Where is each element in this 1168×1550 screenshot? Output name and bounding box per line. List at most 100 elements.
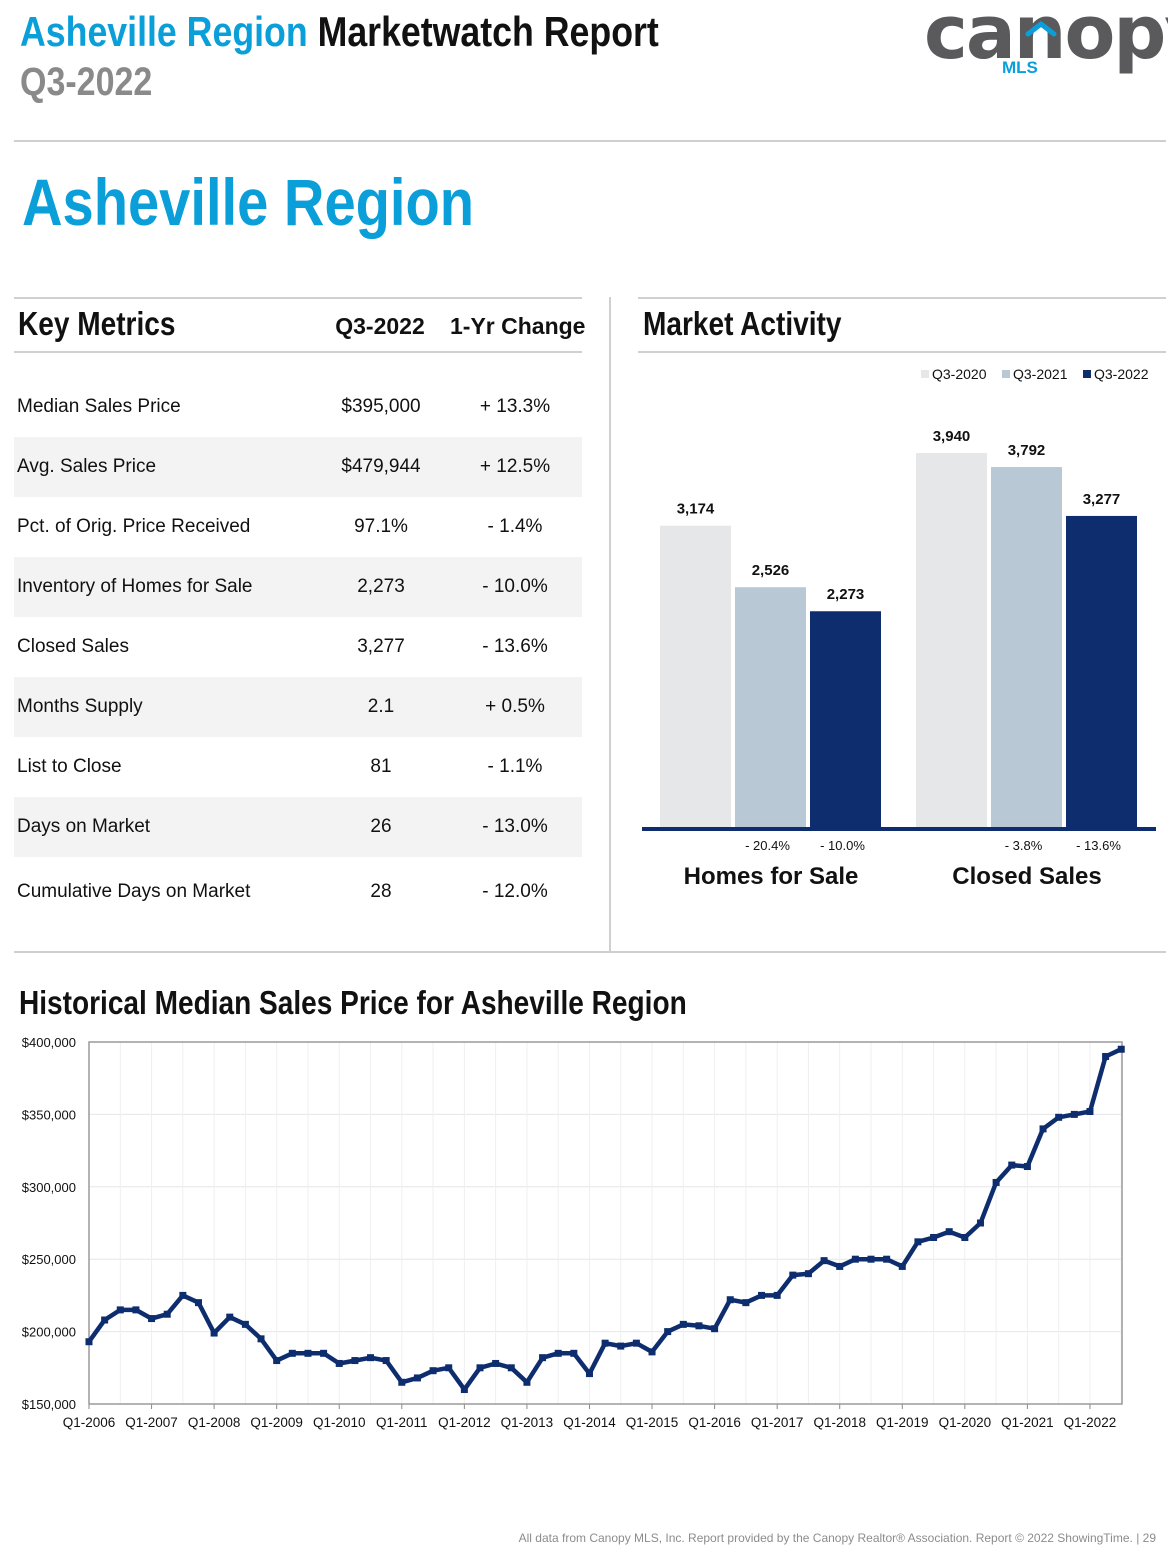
- metric-value: 28: [370, 881, 392, 902]
- data-point: [226, 1313, 234, 1321]
- page-title: Asheville Region: [22, 165, 475, 239]
- data-point: [789, 1271, 797, 1279]
- data-point: [914, 1238, 922, 1246]
- market-activity-panel: Market Activity Q3-2020 Q3-2021 Q3-2022 3,1…: [638, 297, 1166, 897]
- bar-q3-2021: [735, 587, 806, 827]
- metric-change: - 13.6%: [482, 636, 548, 657]
- metric-label: Cumulative Days on Market: [17, 881, 251, 902]
- data-point: [492, 1359, 500, 1367]
- data-point: [257, 1335, 265, 1343]
- data-point: [367, 1354, 375, 1362]
- data-point: [179, 1291, 187, 1299]
- header-divider: [14, 140, 1166, 142]
- legend-swatch: [1083, 370, 1091, 378]
- data-point: [726, 1296, 734, 1304]
- table-row: Pct. of Orig. Price Received 97.1% - 1.4…: [14, 497, 582, 557]
- data-point: [1008, 1161, 1016, 1169]
- column-header-period: Q3-2022: [335, 313, 425, 339]
- metric-value: 26: [370, 816, 392, 837]
- legend-swatch: [921, 370, 929, 378]
- report-region-name: Asheville Region: [20, 8, 308, 55]
- x-tick-label: Q1-2018: [813, 1415, 866, 1430]
- data-point: [961, 1233, 969, 1241]
- y-tick-label: $200,000: [22, 1325, 76, 1340]
- metric-change: - 12.0%: [482, 881, 548, 902]
- metric-change: - 1.1%: [487, 756, 543, 777]
- data-point: [398, 1378, 406, 1386]
- change-label: - 10.0%: [820, 838, 865, 853]
- metric-label: Days on Market: [17, 816, 151, 837]
- data-point: [679, 1320, 687, 1328]
- legend-label: Q3-2022: [1094, 366, 1149, 382]
- data-point: [632, 1339, 640, 1347]
- x-tick-label: Q1-2010: [313, 1415, 366, 1430]
- data-point: [241, 1320, 249, 1328]
- data-point: [1023, 1163, 1031, 1171]
- data-point: [476, 1364, 484, 1372]
- metric-label: Median Sales Price: [17, 396, 181, 417]
- data-point: [429, 1367, 437, 1375]
- y-tick-label: $350,000: [22, 1107, 76, 1122]
- logo-roof-icon: [1025, 21, 1057, 37]
- data-point: [836, 1262, 844, 1270]
- data-point: [976, 1219, 984, 1227]
- report-period: Q3-2022: [20, 60, 153, 104]
- data-point: [288, 1349, 296, 1357]
- data-point: [992, 1178, 1000, 1186]
- metric-label: List to Close: [17, 756, 122, 777]
- x-tick-label: Q1-2008: [188, 1415, 241, 1430]
- data-point: [930, 1233, 938, 1241]
- data-point: [273, 1357, 281, 1365]
- data-point: [1055, 1113, 1063, 1121]
- data-point: [1102, 1052, 1110, 1060]
- data-point: [585, 1370, 593, 1378]
- data-point: [1117, 1045, 1125, 1053]
- x-tick-label: Q1-2012: [438, 1415, 491, 1430]
- y-tick-label: $400,000: [22, 1035, 76, 1050]
- x-tick-label: Q1-2015: [626, 1415, 679, 1430]
- table-row: Median Sales Price $395,000 + 13.3%: [14, 377, 582, 437]
- table-row: Cumulative Days on Market 28 - 12.0%: [14, 857, 582, 925]
- bar-data-label: 3,174: [677, 501, 715, 518]
- metric-value: 2.1: [367, 696, 395, 717]
- data-point: [820, 1257, 828, 1265]
- table-row: Inventory of Homes for Sale 2,273 - 10.0…: [14, 557, 582, 617]
- market-activity-chart: Q3-2020 Q3-2021 Q3-2022 3,174 2,526 2,273 - 20…: [642, 366, 1156, 890]
- data-point: [413, 1374, 421, 1382]
- data-point: [539, 1354, 547, 1362]
- x-tick-label: Q1-2009: [250, 1415, 303, 1430]
- data-point: [601, 1339, 609, 1347]
- bar-data-label: 2,526: [752, 562, 790, 579]
- data-point: [1086, 1108, 1094, 1116]
- table-row: Avg. Sales Price $479,944 + 12.5%: [14, 437, 582, 497]
- legend-label: Q3-2020: [932, 366, 987, 382]
- metric-label: Closed Sales: [17, 636, 129, 657]
- metric-label: Inventory of Homes for Sale: [17, 576, 253, 597]
- report-title: Asheville Region Marketwatch Report: [20, 8, 659, 56]
- metric-change: + 12.5%: [479, 456, 551, 477]
- data-point: [851, 1255, 859, 1263]
- data-point: [116, 1306, 124, 1314]
- x-tick-label: Q1-2006: [63, 1415, 116, 1430]
- data-point: [867, 1255, 875, 1263]
- data-point: [85, 1338, 93, 1346]
- market-activity-header: Market Activity: [638, 297, 1166, 353]
- data-point: [210, 1329, 218, 1337]
- bar-q3-2022: [810, 611, 881, 827]
- x-tick-label: Q1-2014: [563, 1415, 616, 1430]
- bar-data-label: 3,940: [933, 428, 971, 445]
- data-point: [1070, 1110, 1078, 1118]
- footer-text: All data from Canopy MLS, Inc. Report pr…: [518, 1531, 1156, 1545]
- data-point: [194, 1299, 202, 1307]
- metric-change: - 10.0%: [482, 576, 548, 597]
- metric-label: Avg. Sales Price: [17, 456, 157, 477]
- x-tick-label: Q1-2020: [939, 1415, 992, 1430]
- x-tick-label: Q1-2019: [876, 1415, 929, 1430]
- data-point: [523, 1378, 531, 1386]
- section-divider-bottom: [14, 951, 1166, 953]
- change-label: - 20.4%: [745, 838, 790, 853]
- baseline: [642, 827, 1156, 831]
- data-point: [554, 1349, 562, 1357]
- x-tick-label: Q1-2011: [376, 1415, 428, 1430]
- key-metrics-table: Key Metrics Q3-2022 1-Yr Change Median S…: [14, 297, 585, 925]
